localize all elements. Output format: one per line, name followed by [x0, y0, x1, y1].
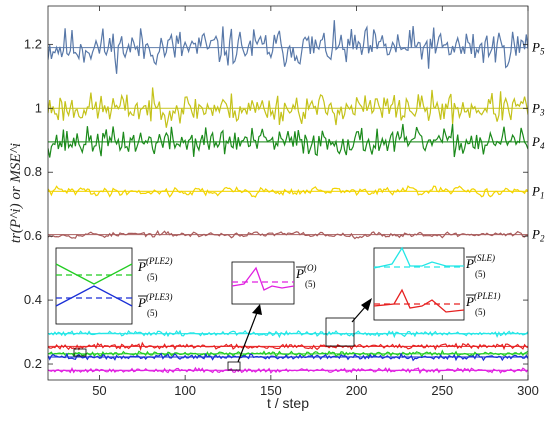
inset-o-arrow [237, 309, 259, 363]
inset-ple2-label: P(PLE2)(5) [137, 256, 172, 282]
series-label-p4: P4 [531, 134, 545, 151]
series-label-p1: P1 [531, 183, 544, 200]
inset-ple3-label-text: P(PLE3) [137, 292, 172, 310]
inset-o-arrowhead [252, 304, 262, 315]
series-layer [48, 20, 528, 375]
inset-sle-arrowhead [361, 298, 372, 311]
inset-ple1-label: P(PLE1)(5) [465, 291, 500, 317]
inset-sle-label: P(SLE)(5) [465, 253, 495, 279]
y-tick-label: 0.8 [24, 164, 42, 179]
inset-o: P(O)(5) [227, 261, 316, 371]
axes-layer: 50 100 150 200 250 300 0.2 0.4 0.6 0.8 1 1.2 [24, 5, 539, 398]
series-label-p5: P5 [531, 40, 545, 57]
inset-sle-box [373, 247, 465, 321]
series-line-p4 [48, 123, 528, 158]
series-line-p2 [48, 229, 528, 240]
series-line-p5 [48, 20, 528, 74]
series-line-mse-o [48, 366, 528, 375]
inset-o-label-text: P(O) [295, 263, 316, 281]
x-tick-label: 200 [346, 383, 368, 398]
inset-sle-source-box [325, 317, 355, 347]
series-line-p3 [48, 87, 528, 128]
x-tick-label: 150 [260, 383, 282, 398]
inset-layer: P(PLE2)(5)P(PLE3)(5)P(O)(5)P(SLE)(5)P(PL… [55, 246, 500, 371]
inset-o-label: P(O)(5) [295, 263, 316, 289]
inset-ple3-label-sub: (5) [147, 308, 158, 318]
y-axis-label: tr(P^i) or MSE^i [8, 143, 24, 243]
inset-sle-line [373, 246, 464, 269]
inset-sle-label-text: P(SLE) [465, 253, 495, 271]
y-tick-label: 1.2 [24, 36, 42, 51]
x-tick-label: 50 [92, 383, 106, 398]
inset-ple: P(PLE2)(5)P(PLE3)(5) [55, 247, 172, 357]
y-tick-label: 0.6 [24, 228, 42, 243]
plot-area [48, 20, 528, 375]
inset-ple2-line [55, 263, 133, 285]
inset-ple2-label-text: P(PLE2) [137, 256, 172, 274]
inset-o-label-sub: (5) [305, 279, 316, 289]
x-tick-label: 250 [431, 383, 453, 398]
series-line-mse-ple3 [48, 352, 528, 362]
inset-ple1-label-sub: (5) [475, 307, 486, 317]
x-tick-label: 300 [517, 383, 539, 398]
inset-ple1-label-text: P(PLE1) [465, 291, 500, 309]
inset-o-line [231, 266, 295, 291]
inset-ple-source-box [73, 348, 87, 357]
y-tick-label: 0.2 [24, 356, 42, 371]
series-line-p1 [48, 185, 528, 198]
inset-o-box [231, 261, 295, 305]
x-tick-label: 100 [174, 383, 196, 398]
y-tick-label: 1 [35, 100, 42, 115]
inset-sle-arrow [351, 305, 367, 323]
series-label-p3: P3 [531, 100, 545, 117]
x-axis-label: t / step [267, 395, 309, 411]
inset-ple2-label-sub: (5) [147, 272, 158, 282]
series-label-p2: P2 [531, 227, 545, 244]
y-tick-label: 0.4 [24, 292, 42, 307]
inset-sle-label-sub: (5) [475, 269, 486, 279]
inset-ple3-line [55, 285, 133, 307]
label-layer: t / step tr(P^i) or MSE^i P5 P3 P4 P1 P2 [8, 40, 545, 411]
inset-ple3-label: P(PLE3)(5) [137, 292, 172, 318]
inset-o-source-box [227, 361, 241, 371]
inset-sle: P(SLE)(5)P(PLE1)(5) [325, 246, 500, 347]
inset-ple1-line [373, 288, 465, 313]
plot-frame [47, 5, 529, 381]
